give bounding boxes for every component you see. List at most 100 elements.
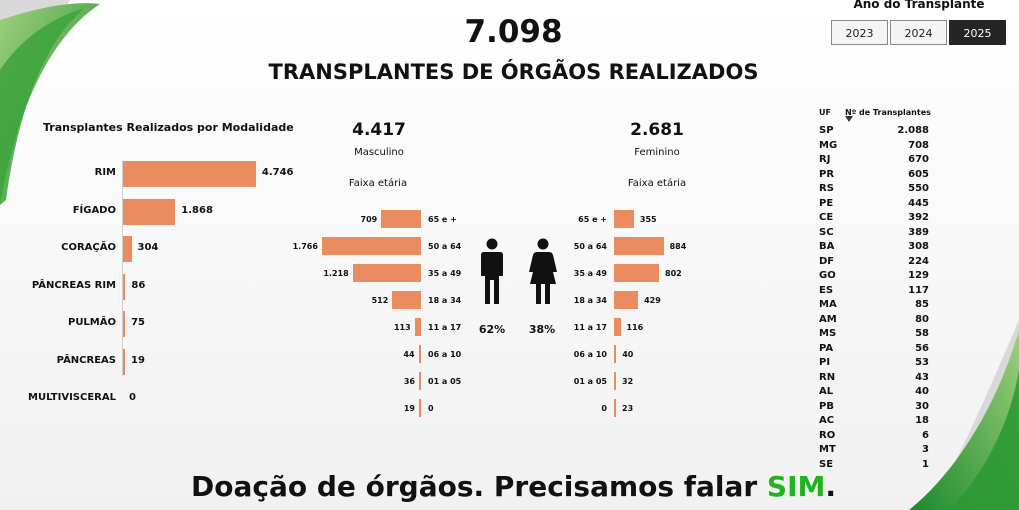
transplants-cell: 85 (915, 299, 929, 310)
table-row: MS 58 (819, 328, 929, 341)
uf-cell: AC (819, 415, 835, 426)
slogan-text: Doação de órgãos. Precisamos falar (190, 470, 767, 503)
male-age-category-label: 65 e + (428, 215, 457, 224)
uf-cell: DF (819, 255, 835, 267)
male-age-bar (321, 237, 421, 255)
slogan: Doação de órgãos. Precisamos falar SIM. (0, 470, 1019, 503)
table-row: SP 2.088 (819, 125, 929, 138)
modality-label: MULTIVISCERAL (28, 392, 116, 403)
table-row: PR 605 (819, 169, 929, 182)
modality-label: PULMÃO (67, 317, 116, 328)
uf-cell: ES (819, 284, 834, 296)
page-title: TRANSPLANTES DE ÓRGÃOS REALIZADOS (268, 60, 759, 84)
female-percent: 38% (528, 323, 556, 336)
male-age-category-label: 50 a 64 (428, 242, 462, 251)
uf-cell: GO (819, 270, 836, 281)
uf-cell: MT (819, 444, 836, 455)
modality-value-label: 86 (131, 279, 146, 291)
transplants-cell: 1 (922, 458, 929, 470)
female-age-category-label: 50 a 64 (573, 242, 607, 251)
table-row: AL 40 (819, 386, 929, 399)
male-age-bar (414, 318, 421, 336)
table-row: AC 18 (819, 415, 929, 428)
modality-bar (123, 161, 256, 187)
uf-cell: MG (819, 139, 838, 151)
transplants-cell: 2.088 (897, 125, 929, 136)
male-age-title: Faixa etária (348, 178, 408, 189)
female-age-category-label: 0 (601, 404, 607, 413)
male-age-value-label: 36 (403, 377, 415, 386)
uf-cell: AM (819, 313, 837, 325)
uf-cell: SP (819, 125, 834, 136)
female-age-bar (614, 345, 617, 363)
year-button-2025[interactable]: 2025 (949, 20, 1006, 45)
female-age-value-label: 40 (622, 350, 634, 359)
modality-chart-title: Transplantes Realizados por Modalidade (43, 121, 294, 134)
female-age-title: Faixa etária (627, 178, 687, 189)
transplants-cell: 392 (908, 212, 929, 223)
transplants-cell: 550 (908, 183, 929, 194)
female-age-value-label: 23 (622, 404, 634, 413)
table-row: MA 85 (819, 299, 929, 312)
female-age-value-label: 116 (626, 323, 644, 332)
modality-label: PÂNCREAS (56, 354, 116, 366)
modality-label: RIM (94, 167, 116, 178)
male-total: 4.417 (352, 120, 406, 140)
year-button-2024[interactable]: 2024 (890, 20, 947, 45)
modality-label: PÂNCREAS RIM (31, 279, 116, 291)
transplants-cell: 224 (908, 255, 929, 267)
transplants-cell: 6 (922, 429, 929, 441)
transplants-column-header[interactable]: Nº de Transplantes (845, 108, 931, 117)
male-age-value-label: 512 (371, 296, 389, 305)
transplants-cell: 117 (908, 284, 929, 296)
female-label: Feminino (634, 147, 680, 158)
modality-value-label: 19 (131, 354, 145, 366)
female-age-bar (614, 291, 639, 309)
table-row: CE 392 (819, 212, 929, 225)
female-person-icon (529, 238, 557, 304)
modality-bar (123, 236, 132, 262)
table-row: ES 117 (819, 285, 929, 298)
modality-bar (123, 273, 126, 300)
uf-cell: PE (819, 197, 834, 209)
transplants-cell: 605 (908, 168, 929, 180)
table-row: PI 53 (819, 357, 929, 370)
sort-descending-icon (845, 116, 853, 122)
male-age-value-label: 19 (403, 404, 415, 413)
uf-column-header[interactable]: UF (819, 108, 831, 117)
transplants-cell: 53 (915, 357, 929, 368)
uf-cell: AL (819, 386, 834, 397)
female-age-category-label: 18 a 34 (573, 296, 607, 305)
uf-cell: SE (819, 458, 834, 470)
male-age-category-label: 0 (428, 404, 434, 413)
year-button-2023[interactable]: 2023 (831, 20, 888, 45)
slogan-highlight: SIM (766, 470, 826, 503)
table-row: RJ 670 (819, 154, 929, 167)
transplants-cell: 445 (908, 197, 929, 209)
male-person-icon (481, 238, 503, 304)
modality-axis-line (122, 160, 123, 376)
male-label: Masculino (354, 147, 404, 158)
female-age-value-label: 802 (665, 269, 682, 278)
table-row: DF 224 (819, 256, 929, 269)
modality-label: FÍGADO (72, 204, 116, 216)
modality-value-label: 1.868 (181, 204, 213, 216)
male-age-value-label: 1.766 (292, 242, 318, 251)
female-age-category-label: 11 a 17 (573, 323, 607, 332)
male-age-value-label: 113 (393, 323, 411, 332)
transplants-cell: 129 (908, 270, 929, 281)
uf-cell: PB (819, 400, 834, 412)
male-age-category-label: 01 a 05 (428, 377, 462, 386)
table-row: SE 1 (819, 459, 929, 472)
transplants-cell: 308 (908, 241, 929, 252)
female-total: 2.681 (630, 120, 684, 140)
male-age-bar (352, 264, 421, 282)
male-age-value-label: 709 (360, 215, 378, 224)
female-age-bar (614, 372, 616, 390)
uf-cell: BA (819, 241, 835, 252)
transplants-cell: 56 (915, 342, 929, 354)
table-row: PB 30 (819, 401, 929, 414)
modality-value-label: 304 (137, 242, 159, 253)
uf-cell: RO (819, 429, 836, 441)
